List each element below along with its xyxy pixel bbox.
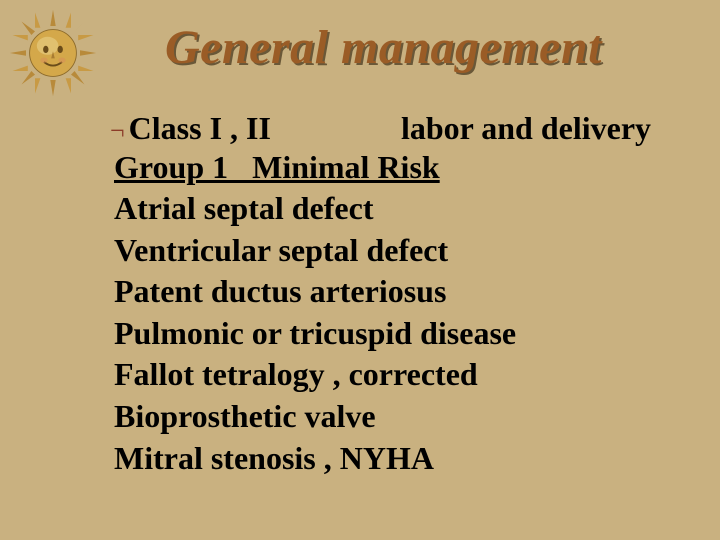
group-heading: Group 1_ Minimal Risk	[114, 149, 680, 186]
list-item: Mitral stenosis , NYHA	[114, 438, 680, 480]
list-item: Bioprosthetic valve	[114, 396, 680, 438]
first-line-row: ¬ Class I , II labor and delivery	[110, 110, 680, 147]
list-item: Pulmonic or tricuspid disease	[114, 313, 680, 355]
bullet-icon: ¬	[110, 118, 125, 144]
slide-title: General management	[165, 20, 602, 75]
class-label: Class I , II	[129, 110, 271, 147]
list-item: Fallot tetralogy , corrected	[114, 354, 680, 396]
slide-content: ¬ Class I , II labor and delivery Group …	[110, 110, 680, 479]
labor-label: labor and delivery	[401, 110, 651, 147]
list-item: Patent ductus arteriosus	[114, 271, 680, 313]
sun-icon	[8, 8, 98, 98]
list-item: Ventricular septal defect	[114, 230, 680, 272]
list-item: Atrial septal defect	[114, 188, 680, 230]
